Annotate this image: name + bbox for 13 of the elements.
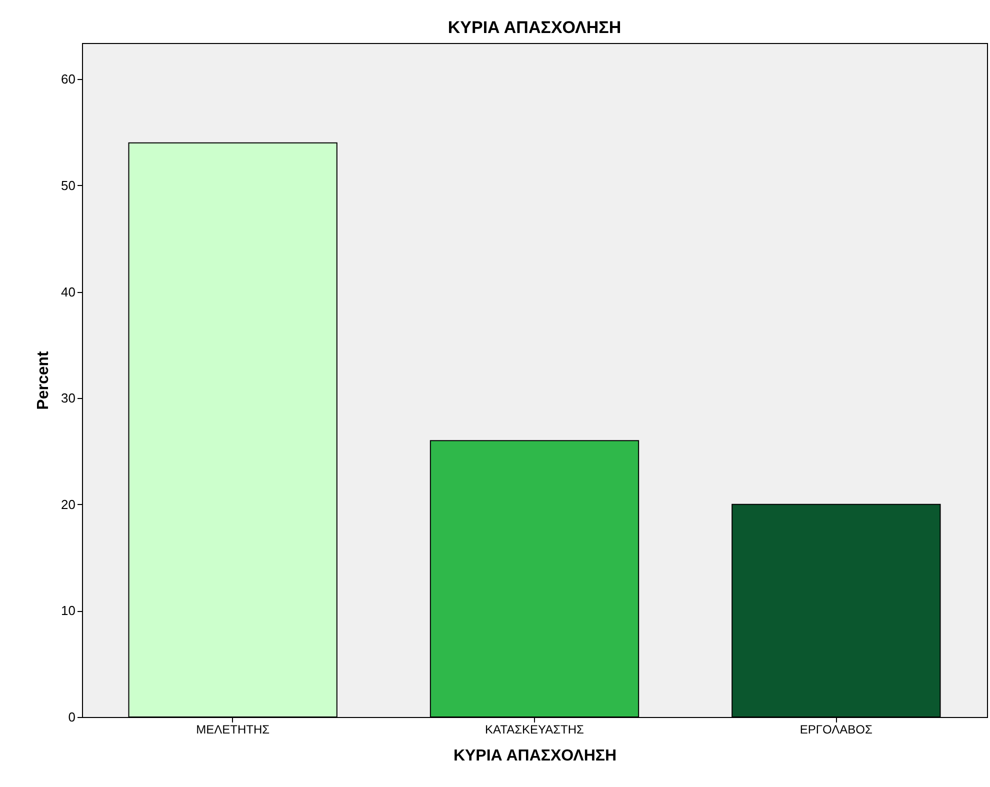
y-tick-label: 40: [61, 284, 76, 300]
y-tick-label: 10: [61, 603, 76, 618]
y-tick-label: 30: [61, 390, 76, 406]
x-axis-title: ΚΥΡΙΑ ΑΠΑΣΧΟΛΗΣΗ: [453, 748, 617, 764]
y-tick-label: 60: [61, 72, 76, 87]
x-tick-label: ΚΑΤΑΣΚΕΥΑΣΤΗΣ: [485, 722, 584, 736]
y-axis-title: Percent: [35, 350, 52, 410]
x-tick-label: ΕΡΓΟΛΑΒΟΣ: [800, 722, 872, 736]
y-tick-label: 20: [61, 496, 76, 512]
chart-title: ΚΥΡΙΑ ΑΠΑΣΧΟΛΗΣΗ: [448, 18, 622, 37]
x-tick-label: ΜΕΛΕΤΗΤΗΣ: [196, 722, 270, 736]
y-tick-label: 0: [68, 710, 76, 724]
y-tick-label: 50: [61, 178, 76, 193]
